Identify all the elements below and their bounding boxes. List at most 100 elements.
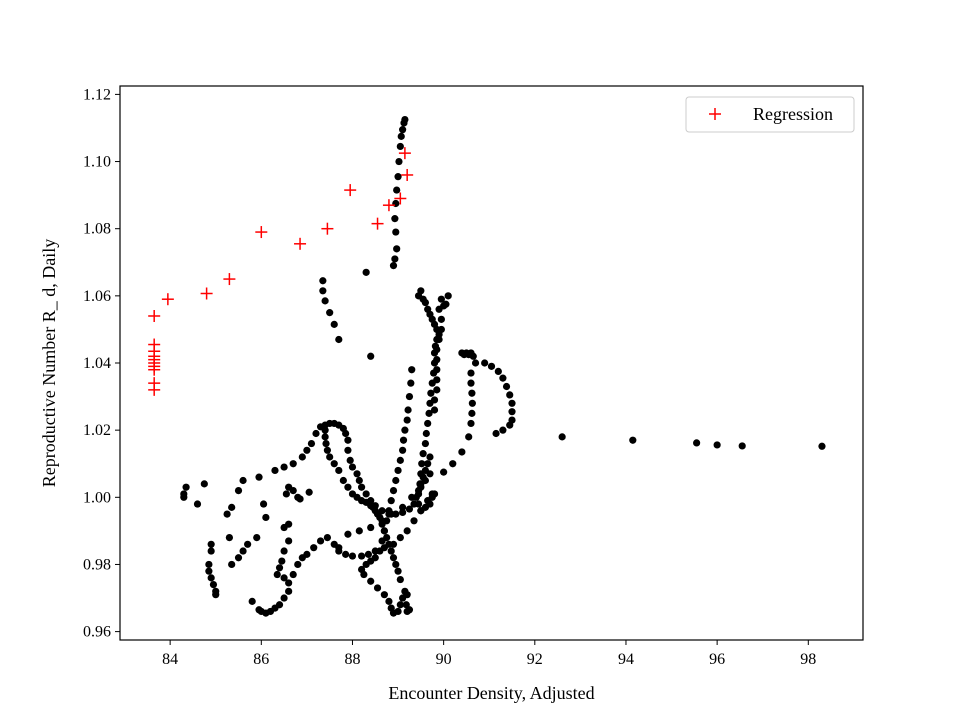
data-point <box>323 533 332 542</box>
data-point <box>389 554 398 562</box>
data-point <box>335 466 343 475</box>
data-point <box>316 537 325 545</box>
legend-box <box>685 96 855 133</box>
data-point <box>442 300 450 308</box>
regression-point <box>398 147 411 160</box>
data-point <box>303 550 311 558</box>
data-point <box>255 606 263 614</box>
data-point <box>405 606 414 614</box>
x-tick-label: 92 <box>527 651 543 668</box>
data-point <box>209 581 218 589</box>
data-point <box>278 557 286 565</box>
data-point <box>435 335 443 344</box>
data-point <box>391 215 399 223</box>
data-point <box>344 530 352 538</box>
data-point <box>225 533 233 542</box>
data-point <box>326 453 334 461</box>
data-point <box>316 423 325 431</box>
data-point <box>387 497 395 505</box>
data-point <box>362 490 370 498</box>
data-point <box>380 527 388 535</box>
data-point <box>499 374 507 382</box>
regression-point <box>255 226 268 239</box>
data-point <box>468 399 476 407</box>
data-point <box>280 523 288 532</box>
data-point <box>408 493 416 501</box>
data-point <box>418 460 426 468</box>
data-point <box>394 607 402 616</box>
data-point <box>444 292 452 300</box>
data-point <box>205 560 213 569</box>
data-point <box>408 366 416 374</box>
y-tick-label: 0.98 <box>83 556 111 573</box>
data-point <box>396 601 404 609</box>
data-point <box>280 547 288 555</box>
data-point <box>396 456 404 464</box>
data-point <box>468 409 476 417</box>
data-point <box>207 574 215 582</box>
data-point <box>348 552 357 560</box>
data-point <box>289 570 297 579</box>
legend-label-regression: Regression <box>753 104 833 124</box>
data-point <box>389 540 398 548</box>
data-point <box>399 436 408 444</box>
data-point <box>440 468 448 476</box>
data-point <box>255 473 263 481</box>
regression-point <box>371 217 384 230</box>
regression-point <box>294 237 307 250</box>
data-point <box>357 552 366 560</box>
data-point <box>322 439 330 448</box>
data-point <box>355 476 363 485</box>
x-tick-label: 88 <box>344 651 360 668</box>
data-point <box>200 480 208 488</box>
data-point <box>426 470 434 478</box>
data-point <box>399 503 407 511</box>
y-tick-label: 1.04 <box>83 355 111 372</box>
data-point <box>494 367 502 375</box>
data-point <box>280 574 288 582</box>
data-point <box>228 560 236 569</box>
data-point <box>207 547 215 555</box>
regression-point <box>344 184 357 197</box>
y-tick-label: 1.10 <box>83 154 111 171</box>
regression-point <box>223 273 236 286</box>
data-point <box>508 408 516 416</box>
data-point <box>433 345 441 354</box>
data-point <box>234 486 243 495</box>
data-point <box>353 470 361 478</box>
data-point <box>396 142 404 151</box>
data-point <box>285 579 293 587</box>
data-point <box>367 577 375 585</box>
data-point <box>392 560 400 569</box>
data-point <box>335 335 343 344</box>
data-point <box>321 433 329 441</box>
data-point <box>234 554 243 562</box>
data-point <box>433 386 441 394</box>
data-point <box>693 439 701 447</box>
data-point <box>357 483 366 491</box>
data-point <box>373 584 382 592</box>
data-point <box>396 533 404 542</box>
data-point <box>239 547 247 555</box>
plot-area <box>148 115 826 617</box>
data-point <box>629 436 637 444</box>
data-point <box>401 426 409 434</box>
data-point <box>465 433 473 441</box>
data-point <box>193 500 202 508</box>
regression-point <box>148 309 161 322</box>
data-point <box>435 305 443 313</box>
data-point <box>275 564 284 572</box>
regression-point <box>148 383 161 396</box>
data-point <box>487 362 496 370</box>
data-point <box>389 262 398 270</box>
data-point <box>330 460 338 468</box>
data-point <box>395 157 403 166</box>
y-tick-label: 1.00 <box>83 489 111 506</box>
data-point <box>425 409 433 417</box>
data-point <box>467 419 475 428</box>
data-point <box>364 550 373 558</box>
data-point <box>319 277 327 285</box>
data-point <box>296 495 304 503</box>
x-tick-label: 94 <box>618 651 634 668</box>
